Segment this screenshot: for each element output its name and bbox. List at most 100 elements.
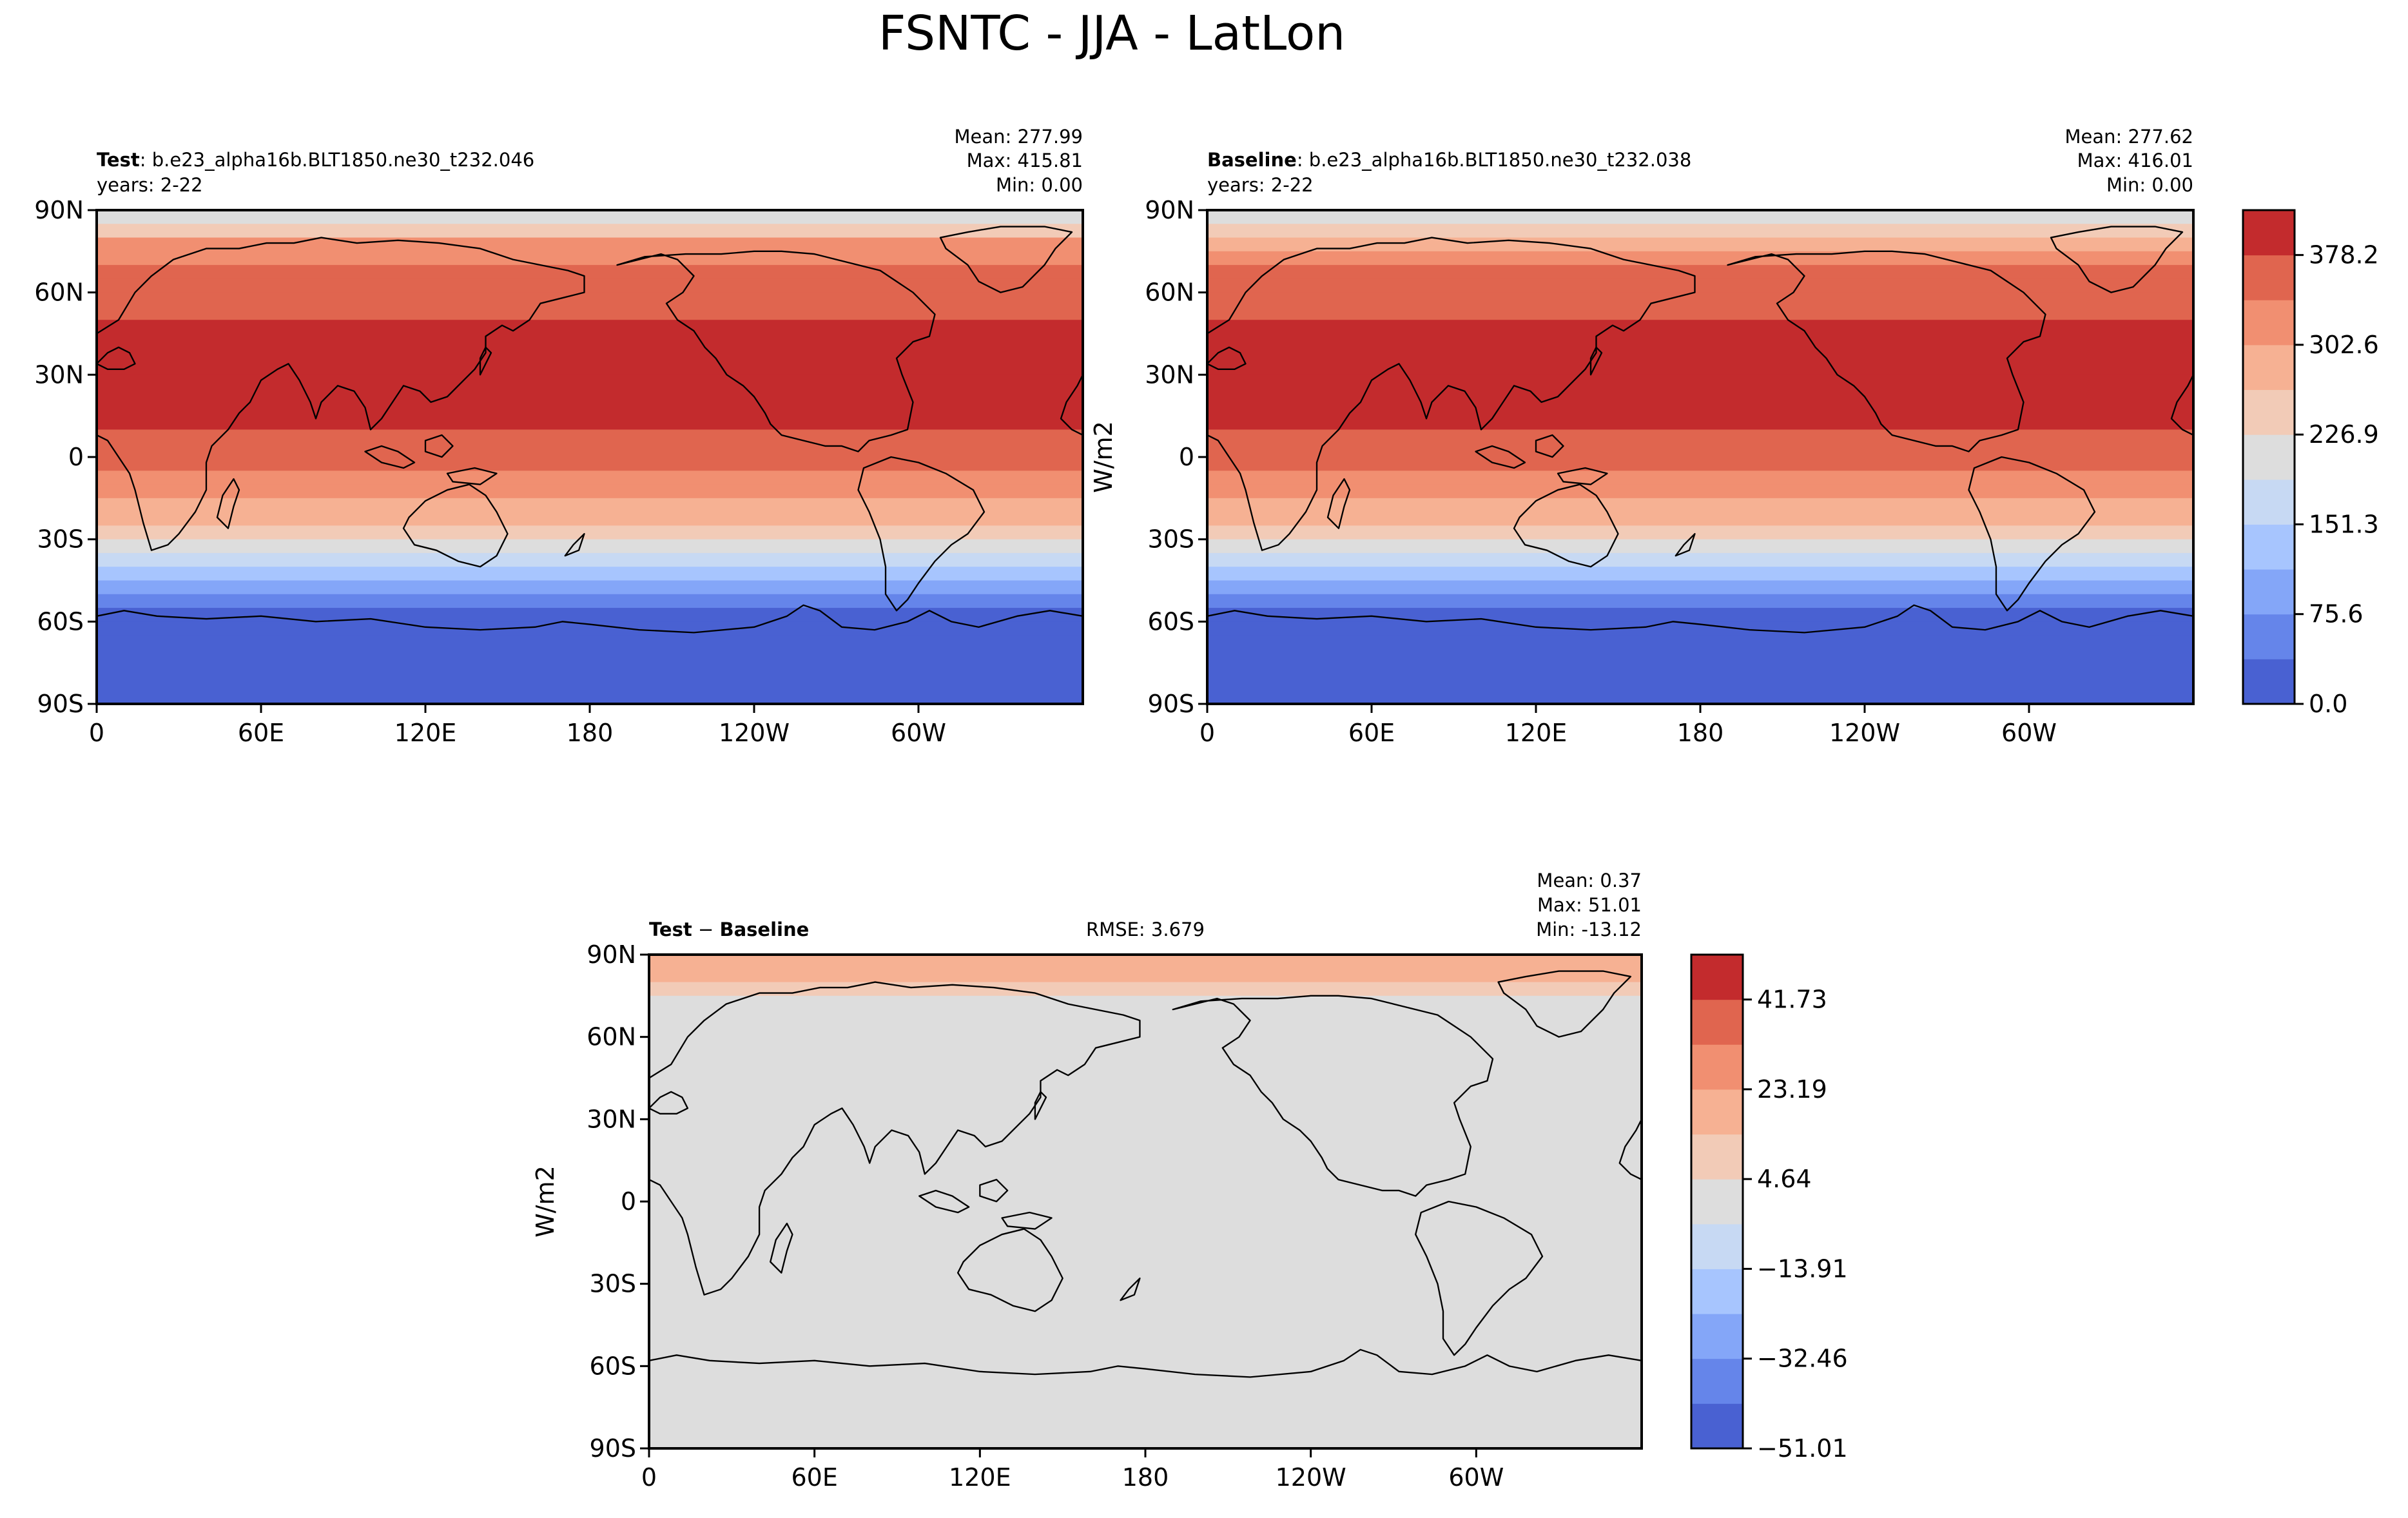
test-ytick-label: 0 <box>68 443 84 471</box>
diff-min: Min: -13.12 <box>1536 919 1642 940</box>
test-band-26 <box>97 621 1083 636</box>
colorbar-top-swatch <box>2243 659 2295 705</box>
colorbar-top-tick-label: 378.2 <box>2309 241 2379 269</box>
diff-ytick-label: 0 <box>621 1187 636 1216</box>
test-ytick-label: 60N <box>34 278 84 307</box>
base-ytick-label: 60S <box>1148 607 1194 636</box>
colorbar-bottom-tick-label: −32.46 <box>1757 1345 1848 1373</box>
diff-xtick-label: 120W <box>1276 1463 1346 1492</box>
colorbar-top-swatch <box>2243 389 2295 435</box>
base-band-22 <box>1207 567 2193 581</box>
colorbar-top-swatch <box>2243 524 2295 570</box>
test-band-22 <box>97 567 1083 581</box>
test-label: Test: b.e23_alpha16b.BLT1850.ne30_t232.0… <box>97 149 534 171</box>
baseline-case-name: : b.e23_alpha16b.BLT1850.ne30_t232.038 <box>1297 149 1691 171</box>
test-ytick-label: 90S <box>37 690 84 718</box>
test-band-9 <box>97 347 1083 376</box>
test-band-10 <box>97 375 1083 403</box>
colorbar-top-swatch <box>2243 434 2295 480</box>
colorbar-bottom-swatch <box>1691 1223 1743 1269</box>
test-band-6 <box>97 292 1083 307</box>
baseline-y-ticks: 90N 60N 30N 0 30S 60S 90S <box>1145 196 1207 718</box>
test-band-15 <box>97 471 1083 485</box>
baseline-min: Min: 0.00 <box>2106 174 2193 196</box>
base-band-9 <box>1207 347 2193 376</box>
base-band-7 <box>1207 306 2193 321</box>
colorbar-top-swatch <box>2243 210 2295 256</box>
diff-xtick-label: 60E <box>791 1463 837 1492</box>
colorbar-bottom-swatch <box>1691 955 1743 1000</box>
colorbar-bottom-swatch <box>1691 1403 1743 1449</box>
test-band-14 <box>97 457 1083 472</box>
colorbar-top-swatch <box>2243 479 2295 525</box>
panel-baseline: W/m2 Baseline: b.e23_alpha16b.BLT1850.ne… <box>1089 126 2379 747</box>
test-band-21 <box>97 552 1083 568</box>
diff-xtick-label: 0 <box>641 1463 657 1492</box>
colorbar-top-tick-label: 151.3 <box>2309 510 2379 538</box>
diff-max: Max: 51.01 <box>1537 894 1642 916</box>
diff-band-2 <box>649 982 1642 997</box>
diff-xtick-label: 60W <box>1448 1463 1504 1492</box>
base-band-1 <box>1207 224 2193 238</box>
baseline-label: Baseline: b.e23_alpha16b.BLT1850.ne30_t2… <box>1207 149 1691 171</box>
test-band-0 <box>97 210 1083 225</box>
base-band-6 <box>1207 292 2193 307</box>
test-xtick-label: 0 <box>89 719 104 747</box>
test-band-25 <box>97 608 1083 623</box>
colorbar-bottom-swatch <box>1691 1089 1743 1135</box>
test-field-bands <box>97 210 1083 704</box>
base-band-12 <box>1207 429 2193 444</box>
diff-ytick-label: 30N <box>587 1105 636 1133</box>
colorbar-bottom-swatch <box>1691 1044 1743 1090</box>
base-band-26 <box>1207 621 2193 636</box>
diff-band-1 <box>649 968 1642 983</box>
colorbar-top-swatch <box>2243 344 2295 391</box>
diff-label: Test − Baseline <box>649 919 809 940</box>
test-band-27 <box>97 635 1083 704</box>
base-xtick-label: 60W <box>2001 719 2057 747</box>
diff-label-bold-baseline: Baseline <box>719 919 809 940</box>
baseline-years: years: 2-22 <box>1207 174 1314 196</box>
base-band-24 <box>1207 594 2193 609</box>
baseline-label-bold: Baseline <box>1207 149 1297 171</box>
test-band-8 <box>97 320 1083 348</box>
test-xtick-label: 60W <box>891 719 946 747</box>
test-case-name: : b.e23_alpha16b.BLT1850.ne30_t232.046 <box>140 149 534 171</box>
base-band-15 <box>1207 471 2193 485</box>
base-band-3 <box>1207 251 2193 266</box>
test-band-7 <box>97 306 1083 321</box>
test-band-24 <box>97 594 1083 609</box>
colorbar-bottom-swatch <box>1691 1134 1743 1180</box>
baseline-x-ticks: 0 60E 120E 180 120W 60W <box>1199 704 2057 747</box>
base-band-18 <box>1207 512 2193 527</box>
test-mean: Mean: 277.99 <box>955 126 1083 148</box>
test-xtick-label: 120W <box>719 719 790 747</box>
test-band-3 <box>97 251 1083 266</box>
base-ytick-label: 30N <box>1145 360 1194 389</box>
base-band-14 <box>1207 457 2193 472</box>
base-xtick-label: 0 <box>1199 719 1215 747</box>
colorbar-diff: 41.73 23.19 4.64 −13.91 −32.46 −51.01 <box>1690 953 1848 1463</box>
test-min: Min: 0.00 <box>996 174 1083 196</box>
test-years: years: 2-22 <box>97 174 203 196</box>
base-band-21 <box>1207 552 2193 568</box>
base-band-13 <box>1207 443 2193 458</box>
base-band-20 <box>1207 539 2193 554</box>
test-band-23 <box>97 580 1083 595</box>
colorbar-top-swatch <box>2243 569 2295 615</box>
baseline-ylabel: W/m2 <box>1089 421 1118 493</box>
base-band-25 <box>1207 608 2193 623</box>
diff-band-3 <box>649 995 1642 1011</box>
test-band-16 <box>97 484 1083 499</box>
test-band-2 <box>97 237 1083 252</box>
diff-rmse: RMSE: 3.679 <box>1086 919 1205 940</box>
test-xtick-label: 120E <box>394 719 457 747</box>
colorbar-top-tick-label: 226.9 <box>2309 420 2379 449</box>
colorbar-bottom-swatch <box>1691 1269 1743 1314</box>
base-band-10 <box>1207 375 2193 403</box>
test-xtick-label: 180 <box>567 719 614 747</box>
test-band-5 <box>97 278 1083 293</box>
test-band-11 <box>97 402 1083 431</box>
diff-xtick-label: 120E <box>949 1463 1011 1492</box>
